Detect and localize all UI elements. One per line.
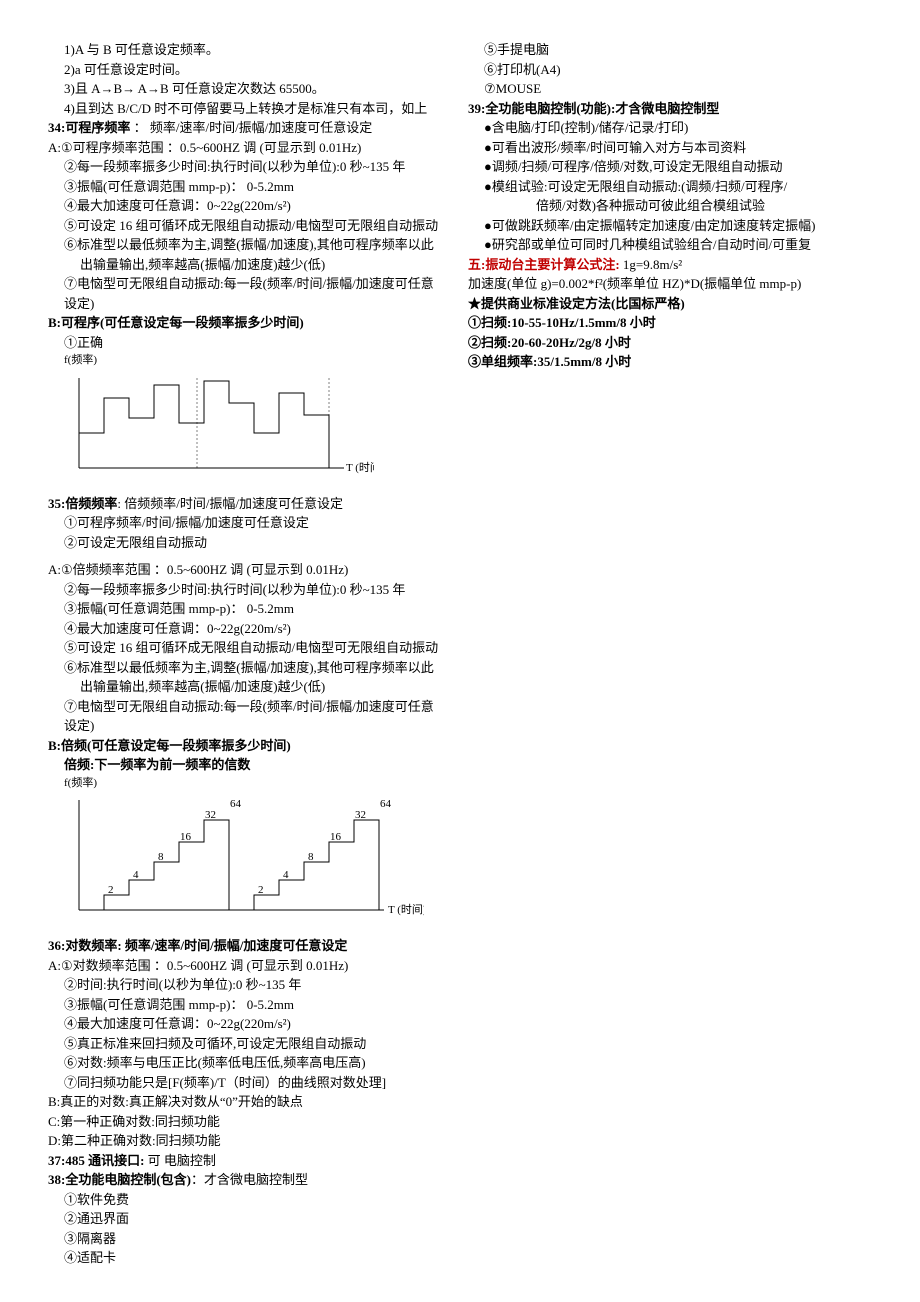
text-line: A:①倍频频率范围 ：0.5~600HZ 调 (可显示到 0.01Hz) [48, 560, 452, 580]
text-line: ⑥标准型以最低频率为主,调整(振幅/加速度),其他可程序频率以此 [48, 235, 452, 255]
text-line: ⑦MOUSE [468, 79, 872, 99]
axis-label-f: f(频率) [48, 775, 452, 792]
svg-text:64: 64 [380, 798, 392, 810]
text-line: ⑦电恼型可无限组自动振动:每一段(频率/时间/振幅/加速度可任意 [48, 274, 452, 294]
heading-35-rest: : 倍频频率/时间/振幅/加速度可任意设定 [117, 496, 343, 511]
chart-multiply-svg: 2 4 8 16 32 64 2 4 8 16 32 64 T (时间) [64, 795, 424, 920]
text-line: ⑤真正标准来回扫频及可循环,可设定无限组自动振动 [48, 1034, 452, 1054]
text-line: ●含电脑/打印(控制)/储存/记录/打印) [468, 118, 872, 138]
text-line: ④最大加速度可任意调：0~22g(220m/s²) [48, 1014, 452, 1034]
svg-text:8: 8 [158, 851, 164, 863]
text-line: ②时间:执行时间(以秒为单位):0 秒~135 年 [48, 975, 452, 995]
text-line: ⑥对数:频率与电压正比(频率低电压低,频率高电压高) [48, 1053, 452, 1073]
text-line: ③隔离器 [48, 1229, 452, 1249]
svg-text:64: 64 [230, 798, 242, 810]
svg-text:4: 4 [283, 869, 289, 881]
heading-38-rest: ：才含微电脑控制型 [191, 1172, 308, 1187]
svg-text:2: 2 [108, 884, 114, 896]
text-line: ●调频/扫频/可程序/倍频/对数,可设定无限组自动振动 [468, 157, 872, 177]
text-line: 出输量输出,频率越高(振幅/加速度)越少(低) [48, 677, 452, 697]
heading-36: 36:对数频率: 频率/速率/时间/振幅/加速度可任意设定 [48, 936, 452, 956]
text-line: ⑦同扫频功能只是[F(频率)/T（时间）的曲线照对数处理] [48, 1073, 452, 1093]
text-line: 3)且 A→B→ A→B 可任意设定次数达 65500。 [48, 79, 452, 99]
text-line: ⑤手提电脑 [468, 40, 872, 60]
text-line: ③振幅(可任意调范围 mmp-p)： 0-5.2mm [48, 599, 452, 619]
text-line: D:第二种正确对数:同扫频功能 [48, 1131, 452, 1151]
text-line: 倍频:下一频率为前一频率的信数 [48, 755, 452, 775]
text-line: ⑤可设定 16 组可循环成无限组自动振动/电恼型可无限组自动振动 [48, 638, 452, 658]
heading-37-label: 37:485 通讯接口: [48, 1153, 148, 1168]
heading-b-program: B:可程序(可任意设定每一段频率振多少时间) [48, 313, 452, 333]
heading-39: 39:全功能电脑控制(功能):才含微电脑控制型 [468, 99, 872, 119]
text-line: ●模组试验:可设定无限组自动振动:(调频/扫频/可程序/ [468, 177, 872, 197]
heading-37-rest: 可 电脑控制 [148, 1153, 216, 1168]
text-line: B:真正的对数:真正解决对数从“0”开始的缺点 [48, 1092, 452, 1112]
heading-34: 34:可程序频率 ： 频率/速率/时间/振幅/加速度可任意设定 [48, 118, 452, 138]
text-line: ④适配卡 [48, 1248, 452, 1268]
svg-text:2: 2 [258, 884, 264, 896]
heading-b-multiply: B:倍频(可任意设定每一段频率振多少时间) [48, 736, 452, 756]
text-line: ①扫频:10-55-10Hz/1.5mm/8 小时 [468, 313, 872, 333]
text-line: ②可设定无限组自动振动 [48, 533, 452, 553]
text-line: 加速度(单位 g)=0.002*f²(频率单位 HZ)*D(振幅单位 mmp-p… [468, 274, 872, 294]
heading-34-rest: ： 频率/速率/时间/振幅/加速度可任意设定 [130, 120, 372, 135]
axis-label-f: f(频率) [48, 352, 452, 369]
text-line: C:第一种正确对数:同扫频功能 [48, 1112, 452, 1132]
heading-35-label: 35:倍频频率 [48, 496, 117, 511]
text-line: 设定) [48, 716, 452, 736]
heading-38-label: 38:全功能电脑控制(包含) [48, 1172, 191, 1187]
chart-program: T (时间) [64, 373, 452, 478]
text-line: 2)a 可任意设定时间。 [48, 60, 452, 80]
text-line: ⑥标准型以最低频率为主,调整(振幅/加速度),其他可程序频率以此 [48, 658, 452, 678]
text-line: A:①可程序频率范围 ：0.5~600HZ 调 (可显示到 0.01Hz) [48, 138, 452, 158]
text-line: ●研究部或单位可同时几种模组试验组合/自动时间/可重复 [468, 235, 872, 255]
heading-five: 五:振动台主要计算公式注: 1g=9.8m/s² [468, 255, 872, 275]
heading-36-rest: 频率/速率/时间/振幅/加速度可任意设定 [122, 938, 348, 953]
text-line: ③振幅(可任意调范围 mmp-p)： 0-5.2mm [48, 995, 452, 1015]
text-line: 设定) [48, 294, 452, 314]
heading-five-rest: 1g=9.8m/s² [620, 257, 683, 272]
text-line: ⑦电恼型可无限组自动振动:每一段(频率/时间/振幅/加速度可任意 [48, 697, 452, 717]
heading-34-label: 34:可程序频率 [48, 120, 130, 135]
heading-35: 35:倍频频率: 倍频频率/时间/振幅/加速度可任意设定 [48, 494, 452, 514]
svg-text:32: 32 [205, 809, 216, 821]
text-line: ⑤可设定 16 组可循环成无限组自动振动/电恼型可无限组自动振动 [48, 216, 452, 236]
chart-multiply: 2 4 8 16 32 64 2 4 8 16 32 64 T (时间) [64, 795, 452, 920]
heading-37: 37:485 通讯接口: 可 电脑控制 [48, 1151, 452, 1171]
text-line: ⑥打印机(A4) [468, 60, 872, 80]
text-line: ④最大加速度可任意调：0~22g(220m/s²) [48, 196, 452, 216]
svg-text:8: 8 [308, 851, 314, 863]
heading-five-label: 五:振动台主要计算公式注: [468, 257, 620, 272]
axis-label-t: T (时间) [346, 461, 374, 474]
text-line: ①可程序频率/时间/振幅/加速度可任意设定 [48, 513, 452, 533]
text-line: 倍频/对数)各种振动可彼此组合模组试验 [468, 196, 872, 216]
text-line: ①软件免费 [48, 1190, 452, 1210]
chart-program-svg: T (时间) [64, 373, 374, 478]
text-line: ③单组频率:35/1.5mm/8 小时 [468, 352, 872, 372]
svg-text:16: 16 [180, 831, 192, 843]
text-line: ③振幅(可任意调范围 mmp-p)： 0-5.2mm [48, 177, 452, 197]
svg-text:16: 16 [330, 831, 342, 843]
text-line: ④最大加速度可任意调：0~22g(220m/s²) [48, 619, 452, 639]
axis-label-t: T (时间) [388, 903, 424, 916]
svg-text:4: 4 [133, 869, 139, 881]
text-line: A:①对数频率范围 ：0.5~600HZ 调 (可显示到 0.01Hz) [48, 956, 452, 976]
text-line: ●可做跳跃频率/由定振幅转定加速度/由定加速度转定振幅) [468, 216, 872, 236]
text-line: ②每一段频率振多少时间:执行时间(以秒为单位):0 秒~135 年 [48, 580, 452, 600]
text-line: ②通迅界面 [48, 1209, 452, 1229]
text-line: ①正确 [48, 333, 452, 353]
svg-text:32: 32 [355, 809, 366, 821]
text-line: 4)且到达 B/C/D 时不可停留要马上转换才是标准只有本司，如上 [48, 99, 452, 119]
heading-38: 38:全功能电脑控制(包含)：才含微电脑控制型 [48, 1170, 452, 1190]
text-line: ●可看出波形/频率/时间可输入对方与本司资料 [468, 138, 872, 158]
text-line: 1)A 与 B 可任意设定频率。 [48, 40, 452, 60]
heading-star: ★提供商业标准设定方法(比国标严格) [468, 294, 872, 314]
heading-36-label: 36:对数频率: [48, 938, 122, 953]
text-line: ②扫频:20-60-20Hz/2g/8 小时 [468, 333, 872, 353]
text-line: 出输量输出,频率越高(振幅/加速度)越少(低) [48, 255, 452, 275]
text-line: ②每一段频率振多少时间:执行时间(以秒为单位):0 秒~135 年 [48, 157, 452, 177]
